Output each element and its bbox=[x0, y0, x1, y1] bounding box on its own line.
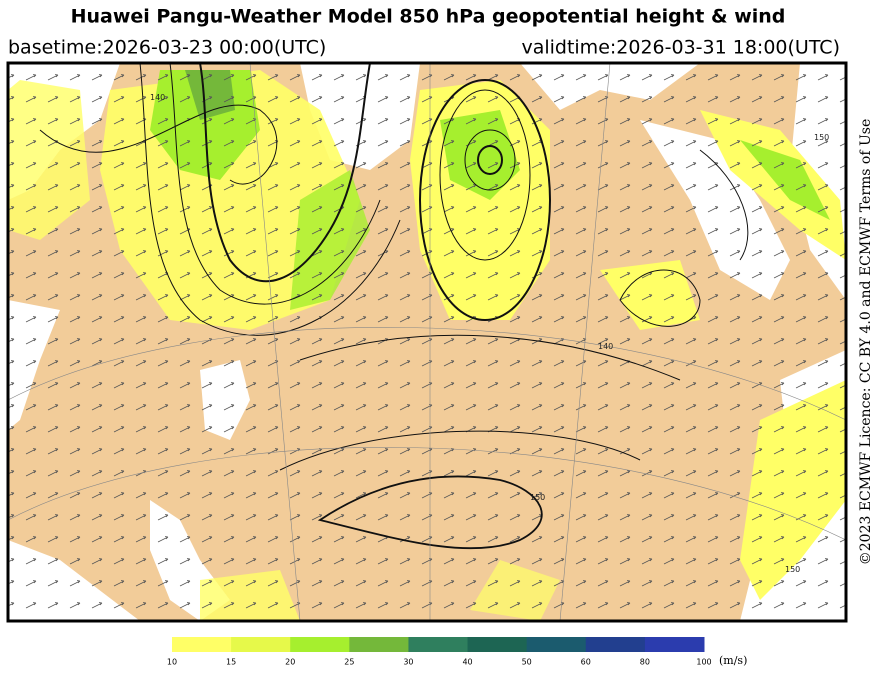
colorbar-segment bbox=[408, 637, 469, 652]
colorbar-segment bbox=[290, 637, 350, 652]
colorbar: 10 15 20 25 30 40 50 60 80 100 bbox=[167, 637, 712, 667]
colorbar-segment bbox=[585, 637, 646, 652]
colorbar-segment bbox=[231, 637, 291, 652]
colorbar-unit: (m/s) bbox=[719, 654, 747, 667]
validtime: validtime:2026-03-31 18:00(UTC) bbox=[521, 37, 840, 59]
colorbar-tick-label: 15 bbox=[226, 658, 236, 667]
license: ©2023 ECMWF Licence: CC BY 4.0 and ECMWF… bbox=[858, 119, 870, 566]
colorbar-segment bbox=[467, 637, 528, 652]
contour-label: 140 bbox=[598, 342, 613, 351]
colorbar-tick-label: 20 bbox=[285, 658, 295, 667]
contour-label: 150 bbox=[785, 565, 800, 574]
colorbar-segment bbox=[172, 637, 232, 652]
contour-label: 150 bbox=[530, 493, 545, 502]
colorbar-segment bbox=[526, 637, 587, 652]
colorbar-tick-label: 60 bbox=[581, 658, 591, 667]
colorbar-tick-label: 100 bbox=[696, 658, 711, 667]
map-frame bbox=[6, 61, 848, 623]
title: Huawei Pangu-Weather Model 850 hPa geopo… bbox=[71, 6, 786, 28]
basetime: basetime:2026-03-23 00:00(UTC) bbox=[8, 37, 326, 59]
colorbar-segment bbox=[349, 637, 409, 652]
colorbar-tick-label: 25 bbox=[344, 658, 354, 667]
colorbar-tick-label: 40 bbox=[462, 658, 472, 667]
contour-label: 140 bbox=[150, 93, 165, 102]
contour-label: 150 bbox=[814, 133, 829, 142]
colorbar-tick-label: 50 bbox=[522, 658, 532, 667]
map: 140 150 150 140 150 bbox=[8, 63, 846, 621]
colorbar-tick-label: 10 bbox=[167, 658, 177, 667]
colorbar-tick-label: 80 bbox=[640, 658, 650, 667]
colorbar-tick-label: 30 bbox=[403, 658, 413, 667]
colorbar-segment bbox=[644, 637, 705, 652]
